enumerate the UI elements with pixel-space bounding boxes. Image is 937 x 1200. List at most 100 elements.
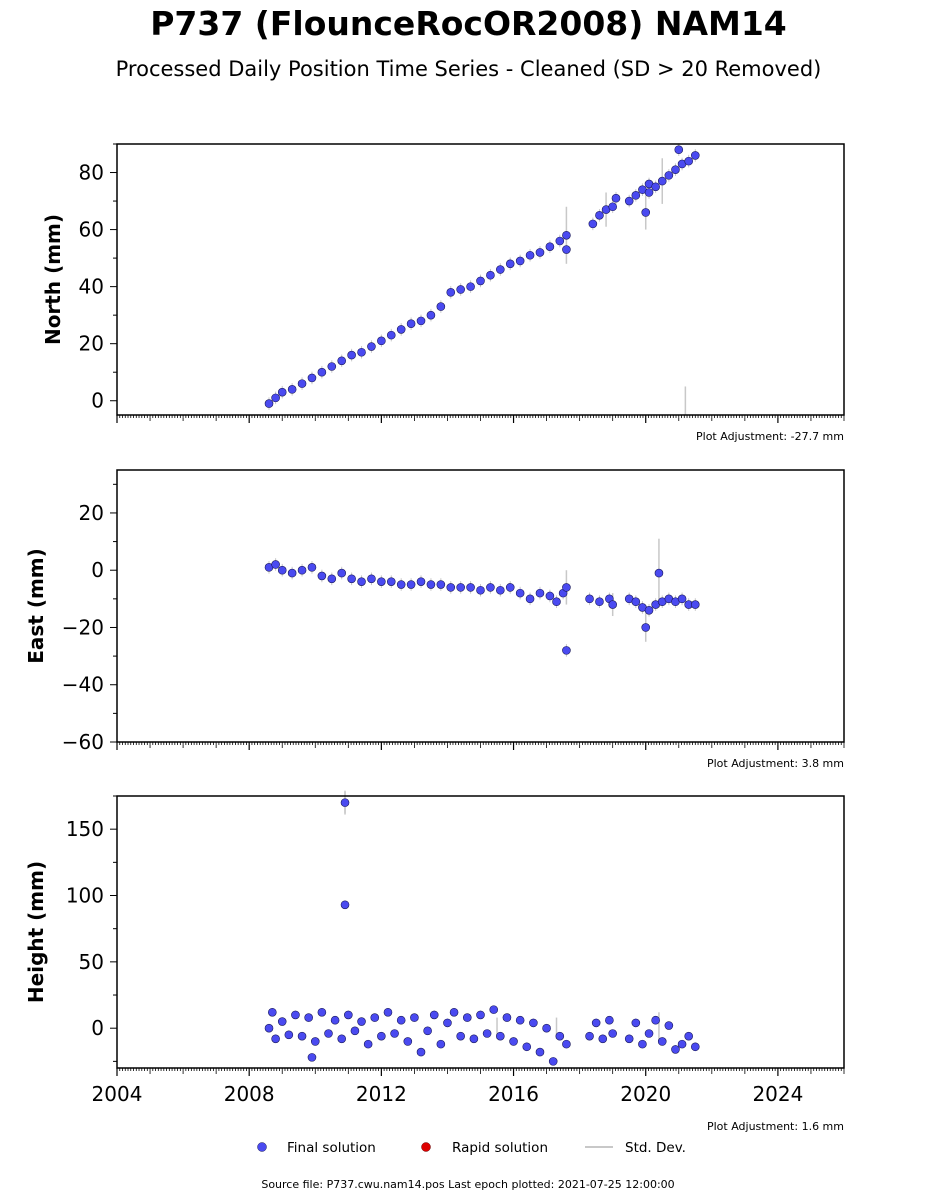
east-data-point [377, 577, 386, 586]
height-data-point [370, 1013, 380, 1022]
height-data-point [324, 1029, 333, 1038]
north-data-point [525, 250, 535, 260]
north-data-point [611, 193, 621, 203]
north-data-point [555, 236, 565, 246]
north-data-point [595, 211, 604, 220]
north-data-point [657, 176, 667, 186]
east-data-point [486, 583, 495, 592]
east-data-point [317, 571, 327, 581]
height-data-point [677, 1039, 687, 1049]
north-ytick-label: 40 [79, 275, 104, 299]
legend-final-marker [257, 1142, 267, 1152]
height-data-point [304, 1013, 313, 1022]
east-data-point [505, 583, 515, 592]
north-data-point [671, 165, 680, 174]
height-data-point [377, 1031, 386, 1041]
east-data-point [307, 563, 317, 572]
east-data-point [386, 577, 396, 586]
east-data-point [327, 574, 337, 584]
height-data-point [585, 1031, 594, 1041]
height-xtick-label: 2016 [488, 1082, 539, 1106]
height-data-point [291, 1010, 300, 1020]
height-data-point [469, 1034, 479, 1044]
east-data-point [466, 583, 475, 592]
east-frame [116, 469, 845, 743]
north-data-point [505, 259, 515, 269]
north-data-point [644, 188, 654, 197]
height-data-point [651, 1015, 660, 1025]
north-data-point [307, 373, 317, 383]
legend-rapid-marker [421, 1142, 431, 1152]
height-data-point [350, 1026, 360, 1036]
height-data-point [548, 1057, 558, 1066]
east-axis-title: East (mm) [24, 548, 48, 664]
east-data-point [562, 646, 571, 655]
height-data-point [337, 1034, 347, 1044]
height-data-point [657, 1037, 667, 1046]
height-ytick-label: 150 [66, 817, 104, 841]
height-data-point [271, 1034, 280, 1044]
height-data-point [638, 1039, 647, 1049]
height-data-point [268, 1007, 277, 1017]
height-data-point [535, 1047, 545, 1057]
height-data-point [277, 1017, 287, 1026]
north-data-point [535, 248, 545, 257]
east-data-point [644, 605, 654, 615]
east-data-point [357, 577, 366, 586]
height-frame [116, 795, 845, 1069]
height-ytick-label: 100 [66, 884, 104, 908]
height-axis-title: Height (mm) [24, 861, 48, 1003]
east-ytick-label: 0 [91, 558, 104, 582]
height-data-point [344, 1010, 353, 1020]
height-data-point [284, 1030, 294, 1040]
height-panel: 0 50 100 150 2004 2008 2012 2016 2020 2024 Height … [24, 790, 845, 1133]
height-data-point [515, 1015, 525, 1025]
height-data-point [476, 1010, 485, 1020]
north-data-point [466, 282, 475, 291]
north-ytick-label: 20 [79, 332, 104, 356]
north-ytick-label: 80 [79, 161, 104, 185]
east-data-point [271, 560, 280, 569]
east-data-point [287, 568, 297, 578]
height-data-point [502, 1013, 512, 1022]
height-data-point [496, 1031, 505, 1041]
height-data-point [684, 1031, 693, 1041]
height-data-point [423, 1026, 432, 1036]
height-data-point [383, 1007, 393, 1017]
height-data-point [310, 1037, 320, 1046]
height-data-point [330, 1015, 340, 1025]
north-data-point [456, 285, 465, 294]
height-data-point [482, 1029, 492, 1038]
height-data-point [462, 1013, 472, 1022]
north-data-point [327, 362, 337, 371]
north-data-point [496, 265, 505, 274]
north-plot-adjustment: Plot Adjustment: -27.7 mm [696, 430, 844, 443]
north-data-point [277, 387, 287, 397]
height-xtick-label: 2020 [620, 1082, 671, 1106]
north-data-point [486, 270, 495, 280]
chart-title: P737 (FlounceRocOR2008) NAM14 [150, 4, 787, 43]
north-data-point [664, 171, 674, 180]
east-data-point [277, 565, 287, 575]
north-data-point [347, 350, 356, 360]
east-data-point [515, 588, 525, 598]
north-data-point [271, 393, 280, 403]
height-data-point [631, 1018, 641, 1028]
east-data-point [446, 583, 456, 592]
height-data-point [416, 1047, 426, 1057]
height-data-point [489, 1005, 499, 1014]
height-data-point [644, 1029, 654, 1038]
north-ytick-label: 0 [91, 389, 104, 413]
north-data-point [367, 342, 376, 351]
height-xtick-label: 2008 [224, 1082, 275, 1106]
height-data-point [307, 1053, 317, 1062]
height-data-point [562, 1039, 571, 1049]
north-data-point [416, 316, 426, 326]
north-data-point [562, 245, 571, 254]
height-data-point [340, 798, 350, 807]
height-data-point [605, 1015, 614, 1025]
east-ytick-label: −20 [62, 615, 104, 639]
north-data-point [297, 379, 307, 388]
north-axis-title: North (mm) [41, 214, 65, 345]
north-data-point [545, 242, 555, 251]
